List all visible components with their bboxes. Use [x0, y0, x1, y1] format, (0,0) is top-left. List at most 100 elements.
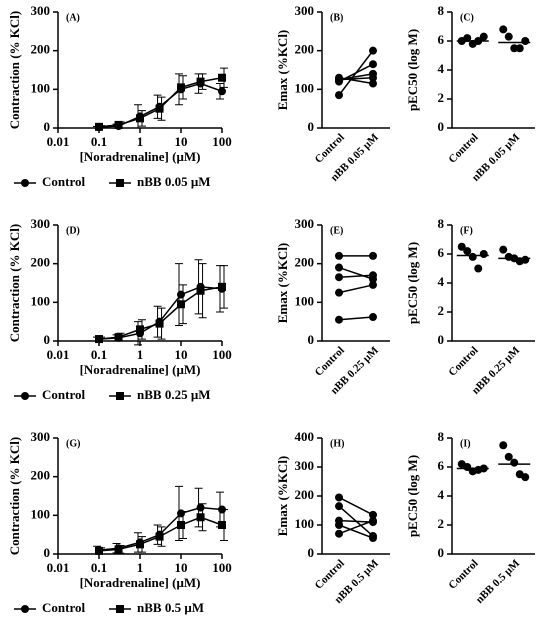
data-point — [369, 516, 377, 525]
x-tick-label: Control — [313, 131, 347, 165]
y-tick-label: 300 — [31, 216, 51, 231]
x-tick-label: Control — [446, 557, 480, 591]
y-tick-label: 300 — [295, 216, 315, 231]
data-point — [369, 271, 377, 280]
data-point — [177, 83, 185, 92]
data-point — [463, 34, 472, 43]
y-tick-label: 0 — [308, 332, 315, 347]
data-point — [218, 87, 226, 96]
x-tick-label: 0.01 — [47, 347, 70, 362]
panel-label: (I) — [460, 438, 471, 449]
y-tick-label: 0 — [44, 545, 51, 560]
x-tick-label: 0.01 — [47, 560, 70, 575]
y-tick-label: 300 — [31, 3, 51, 18]
x-tick-label: 10 — [175, 347, 188, 362]
y-tick-label: 8 — [438, 3, 445, 18]
x-tick-label: 10 — [175, 134, 188, 149]
x-tick-label: 100 — [212, 560, 232, 575]
y-tick-label: 100 — [31, 80, 51, 95]
pair-line — [338, 284, 374, 294]
data-point — [521, 255, 530, 264]
legend-label: Control — [42, 600, 85, 615]
panel-label: (C) — [460, 12, 474, 23]
y-axis-label: Emax (%KCl) — [275, 30, 290, 111]
y-tick-label: 0 — [308, 545, 315, 560]
data-point — [521, 473, 530, 482]
data-point — [177, 300, 185, 309]
legend-label: nBB 0.25 μM — [137, 387, 210, 402]
y-axis-label: Contraction (% KCl) — [7, 437, 22, 555]
data-point — [177, 509, 185, 518]
panel-label: (A) — [66, 12, 80, 23]
data-point — [515, 44, 524, 53]
y-tick-label: 200 — [31, 255, 51, 270]
data-point — [218, 282, 226, 291]
data-point — [155, 319, 164, 328]
y-tick-label: 2 — [438, 303, 445, 318]
x-tick-label: 100 — [212, 347, 232, 362]
y-tick-label: 300 — [295, 3, 315, 18]
data-point — [136, 114, 144, 123]
legend-marker — [116, 605, 124, 613]
data-point — [457, 242, 466, 251]
x-axis-label: [Noradrenaline] (μM) — [80, 149, 201, 164]
data-point — [335, 273, 343, 282]
x-axis-label: [Noradrenaline] (μM) — [80, 575, 201, 590]
y-tick-label: 100 — [31, 293, 51, 308]
data-point — [218, 73, 226, 82]
legend-label: nBB 0.5 μM — [137, 600, 204, 615]
y-axis-label: pEC50 (log M) — [405, 242, 420, 324]
data-point — [218, 521, 226, 529]
y-tick-label: 8 — [438, 429, 445, 444]
data-point — [335, 521, 343, 529]
y-tick-label: 200 — [295, 42, 315, 57]
y-tick-label: 300 — [295, 458, 315, 473]
legend-marker — [116, 392, 124, 400]
data-point — [335, 529, 343, 538]
pair-line — [338, 76, 374, 85]
y-tick-label: 0 — [438, 332, 445, 347]
data-point — [499, 245, 508, 254]
data-point — [504, 452, 513, 461]
y-tick-label: 0 — [438, 545, 445, 560]
legend-label: nBB 0.05 μM — [137, 174, 210, 189]
legend-marker — [21, 392, 29, 400]
y-tick-label: 200 — [31, 42, 51, 57]
y-tick-label: 2 — [438, 90, 445, 105]
x-tick-label: 1 — [137, 560, 144, 575]
data-point — [504, 32, 513, 41]
panel-label: (E) — [330, 225, 343, 236]
x-tick-label: 0.1 — [91, 134, 107, 149]
x-tick-label: 0.01 — [47, 134, 70, 149]
y-tick-label: 0 — [44, 119, 51, 134]
data-point — [474, 264, 483, 273]
y-axis-label: pEC50 (log M) — [405, 455, 420, 537]
data-point — [114, 545, 123, 554]
y-tick-label: 200 — [295, 255, 315, 270]
legend-marker — [21, 605, 29, 613]
x-tick-label: 10 — [175, 560, 188, 575]
y-tick-label: 200 — [31, 468, 51, 483]
data-point — [155, 532, 164, 541]
y-tick-label: 2 — [438, 516, 445, 531]
data-point — [463, 247, 472, 256]
data-point — [510, 458, 519, 467]
pair-line — [338, 274, 374, 278]
data-point — [479, 32, 488, 41]
legend-marker — [116, 179, 124, 187]
data-point — [177, 521, 185, 529]
pair-line — [338, 316, 374, 321]
y-tick-label: 4 — [438, 487, 445, 502]
data-point — [196, 77, 205, 86]
y-tick-label: 4 — [438, 61, 445, 76]
x-tick-label: Control — [446, 344, 480, 378]
data-point — [369, 534, 377, 543]
data-point — [369, 510, 377, 519]
data-point — [335, 73, 343, 82]
y-tick-label: 200 — [295, 487, 315, 502]
data-point — [335, 251, 343, 260]
data-point — [95, 546, 103, 555]
x-tick-label: 100 — [212, 134, 232, 149]
data-point — [196, 286, 205, 295]
